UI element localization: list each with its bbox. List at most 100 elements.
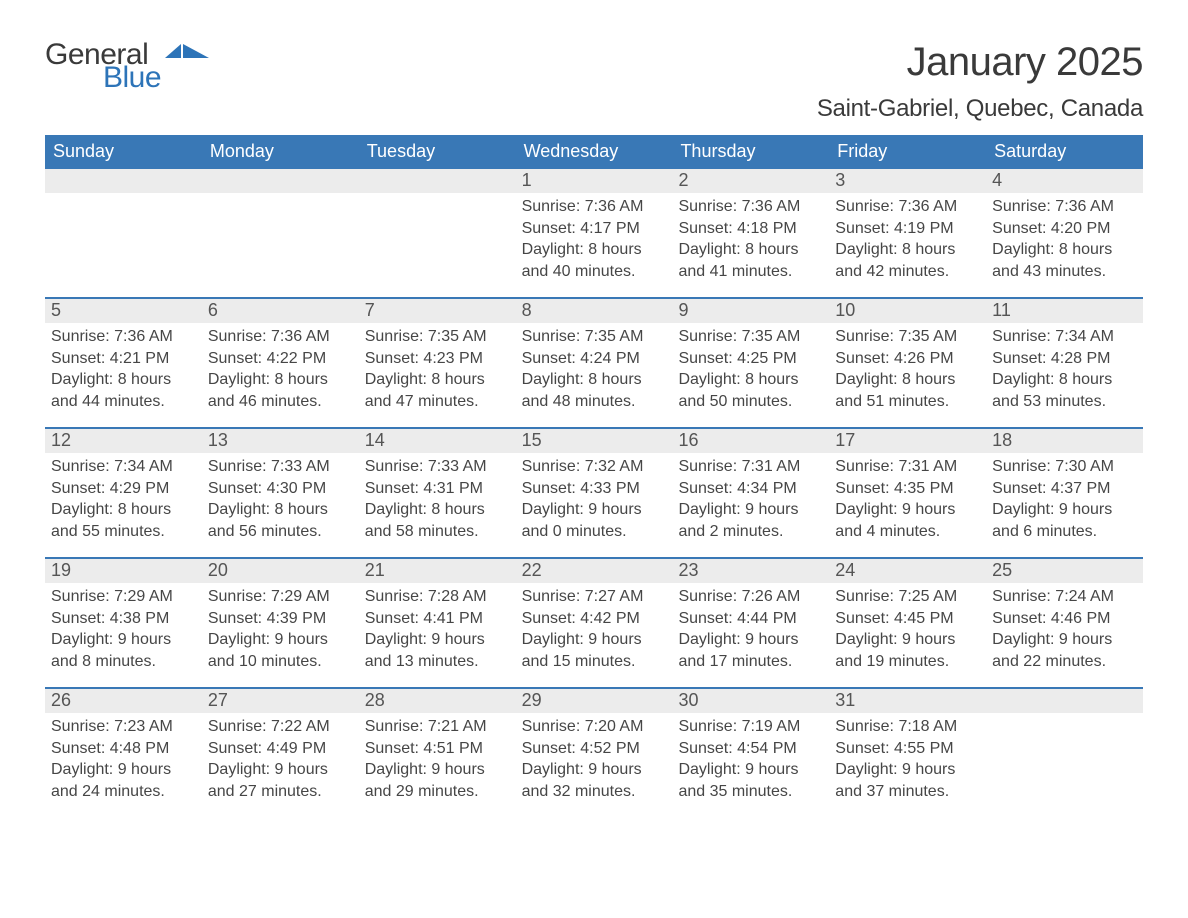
day-cell: 13Sunrise: 7:33 AMSunset: 4:30 PMDayligh…	[202, 429, 359, 557]
sunrise-text: Sunrise: 7:24 AM	[992, 586, 1137, 608]
day-body	[202, 193, 359, 204]
day-body: Sunrise: 7:33 AMSunset: 4:31 PMDaylight:…	[359, 453, 516, 550]
dow-saturday: Saturday	[986, 135, 1143, 169]
sunset-text: Sunset: 4:51 PM	[365, 738, 510, 760]
day-cell: 10Sunrise: 7:35 AMSunset: 4:26 PMDayligh…	[829, 299, 986, 427]
day-cell: 11Sunrise: 7:34 AMSunset: 4:28 PMDayligh…	[986, 299, 1143, 427]
sunset-text: Sunset: 4:22 PM	[208, 348, 353, 370]
day-body: Sunrise: 7:36 AMSunset: 4:20 PMDaylight:…	[986, 193, 1143, 290]
calendar: Sunday Monday Tuesday Wednesday Thursday…	[45, 135, 1143, 817]
day-body	[359, 193, 516, 204]
day-body: Sunrise: 7:28 AMSunset: 4:41 PMDaylight:…	[359, 583, 516, 680]
day-number: 12	[45, 429, 202, 453]
sunset-text: Sunset: 4:44 PM	[678, 608, 823, 630]
sunset-text: Sunset: 4:29 PM	[51, 478, 196, 500]
daylight-text: Daylight: 9 hours and 24 minutes.	[51, 759, 196, 802]
daylight-text: Daylight: 9 hours and 13 minutes.	[365, 629, 510, 672]
sunrise-text: Sunrise: 7:21 AM	[365, 716, 510, 738]
logo-word-blue: Blue	[103, 63, 161, 93]
sunset-text: Sunset: 4:25 PM	[678, 348, 823, 370]
sunset-text: Sunset: 4:35 PM	[835, 478, 980, 500]
sunrise-text: Sunrise: 7:34 AM	[51, 456, 196, 478]
day-number: .	[202, 169, 359, 193]
sunset-text: Sunset: 4:52 PM	[522, 738, 667, 760]
day-body: Sunrise: 7:20 AMSunset: 4:52 PMDaylight:…	[516, 713, 673, 810]
weeks-container: ...1Sunrise: 7:36 AMSunset: 4:17 PMDayli…	[45, 169, 1143, 817]
day-number: 6	[202, 299, 359, 323]
day-cell: 24Sunrise: 7:25 AMSunset: 4:45 PMDayligh…	[829, 559, 986, 687]
sunrise-text: Sunrise: 7:23 AM	[51, 716, 196, 738]
sunset-text: Sunset: 4:37 PM	[992, 478, 1137, 500]
day-number: 26	[45, 689, 202, 713]
sunset-text: Sunset: 4:20 PM	[992, 218, 1137, 240]
sunrise-text: Sunrise: 7:32 AM	[522, 456, 667, 478]
sunset-text: Sunset: 4:26 PM	[835, 348, 980, 370]
day-number: 3	[829, 169, 986, 193]
daylight-text: Daylight: 8 hours and 55 minutes.	[51, 499, 196, 542]
day-number: 10	[829, 299, 986, 323]
sunset-text: Sunset: 4:54 PM	[678, 738, 823, 760]
day-number: 16	[672, 429, 829, 453]
sunrise-text: Sunrise: 7:22 AM	[208, 716, 353, 738]
day-cell: 5Sunrise: 7:36 AMSunset: 4:21 PMDaylight…	[45, 299, 202, 427]
day-body: Sunrise: 7:29 AMSunset: 4:39 PMDaylight:…	[202, 583, 359, 680]
day-body: Sunrise: 7:22 AMSunset: 4:49 PMDaylight:…	[202, 713, 359, 810]
daylight-text: Daylight: 9 hours and 27 minutes.	[208, 759, 353, 802]
day-number: 5	[45, 299, 202, 323]
day-body: Sunrise: 7:31 AMSunset: 4:34 PMDaylight:…	[672, 453, 829, 550]
day-number: 18	[986, 429, 1143, 453]
day-cell: 31Sunrise: 7:18 AMSunset: 4:55 PMDayligh…	[829, 689, 986, 817]
daylight-text: Daylight: 9 hours and 15 minutes.	[522, 629, 667, 672]
day-cell: 18Sunrise: 7:30 AMSunset: 4:37 PMDayligh…	[986, 429, 1143, 557]
logo-text: General Blue	[45, 40, 161, 93]
daylight-text: Daylight: 8 hours and 40 minutes.	[522, 239, 667, 282]
sunset-text: Sunset: 4:45 PM	[835, 608, 980, 630]
dow-thursday: Thursday	[672, 135, 829, 169]
sunrise-text: Sunrise: 7:28 AM	[365, 586, 510, 608]
daylight-text: Daylight: 8 hours and 44 minutes.	[51, 369, 196, 412]
day-number: 7	[359, 299, 516, 323]
day-body: Sunrise: 7:31 AMSunset: 4:35 PMDaylight:…	[829, 453, 986, 550]
sunrise-text: Sunrise: 7:31 AM	[835, 456, 980, 478]
daylight-text: Daylight: 9 hours and 32 minutes.	[522, 759, 667, 802]
day-number: 25	[986, 559, 1143, 583]
daylight-text: Daylight: 8 hours and 50 minutes.	[678, 369, 823, 412]
day-body: Sunrise: 7:34 AMSunset: 4:28 PMDaylight:…	[986, 323, 1143, 420]
day-cell: .	[359, 169, 516, 297]
sunrise-text: Sunrise: 7:36 AM	[835, 196, 980, 218]
daylight-text: Daylight: 8 hours and 58 minutes.	[365, 499, 510, 542]
sunset-text: Sunset: 4:17 PM	[522, 218, 667, 240]
day-number: 15	[516, 429, 673, 453]
day-cell: 27Sunrise: 7:22 AMSunset: 4:49 PMDayligh…	[202, 689, 359, 817]
day-cell: 7Sunrise: 7:35 AMSunset: 4:23 PMDaylight…	[359, 299, 516, 427]
title-block: January 2025 Saint-Gabriel, Quebec, Cana…	[817, 40, 1143, 123]
day-body: Sunrise: 7:35 AMSunset: 4:24 PMDaylight:…	[516, 323, 673, 420]
sunset-text: Sunset: 4:33 PM	[522, 478, 667, 500]
sunrise-text: Sunrise: 7:36 AM	[208, 326, 353, 348]
sunset-text: Sunset: 4:31 PM	[365, 478, 510, 500]
daylight-text: Daylight: 9 hours and 0 minutes.	[522, 499, 667, 542]
sunset-text: Sunset: 4:19 PM	[835, 218, 980, 240]
day-body: Sunrise: 7:35 AMSunset: 4:26 PMDaylight:…	[829, 323, 986, 420]
day-cell: 14Sunrise: 7:33 AMSunset: 4:31 PMDayligh…	[359, 429, 516, 557]
day-cell: 3Sunrise: 7:36 AMSunset: 4:19 PMDaylight…	[829, 169, 986, 297]
day-number: 1	[516, 169, 673, 193]
day-number: 31	[829, 689, 986, 713]
sunrise-text: Sunrise: 7:33 AM	[365, 456, 510, 478]
day-body: Sunrise: 7:19 AMSunset: 4:54 PMDaylight:…	[672, 713, 829, 810]
day-number: 22	[516, 559, 673, 583]
day-cell: 25Sunrise: 7:24 AMSunset: 4:46 PMDayligh…	[986, 559, 1143, 687]
daylight-text: Daylight: 9 hours and 10 minutes.	[208, 629, 353, 672]
day-body: Sunrise: 7:33 AMSunset: 4:30 PMDaylight:…	[202, 453, 359, 550]
day-cell: 23Sunrise: 7:26 AMSunset: 4:44 PMDayligh…	[672, 559, 829, 687]
daylight-text: Daylight: 8 hours and 48 minutes.	[522, 369, 667, 412]
sunrise-text: Sunrise: 7:27 AM	[522, 586, 667, 608]
week-row: 5Sunrise: 7:36 AMSunset: 4:21 PMDaylight…	[45, 297, 1143, 427]
dow-tuesday: Tuesday	[359, 135, 516, 169]
sunrise-text: Sunrise: 7:35 AM	[522, 326, 667, 348]
sunrise-text: Sunrise: 7:34 AM	[992, 326, 1137, 348]
sunset-text: Sunset: 4:23 PM	[365, 348, 510, 370]
sunset-text: Sunset: 4:46 PM	[992, 608, 1137, 630]
sunset-text: Sunset: 4:42 PM	[522, 608, 667, 630]
sunrise-text: Sunrise: 7:33 AM	[208, 456, 353, 478]
